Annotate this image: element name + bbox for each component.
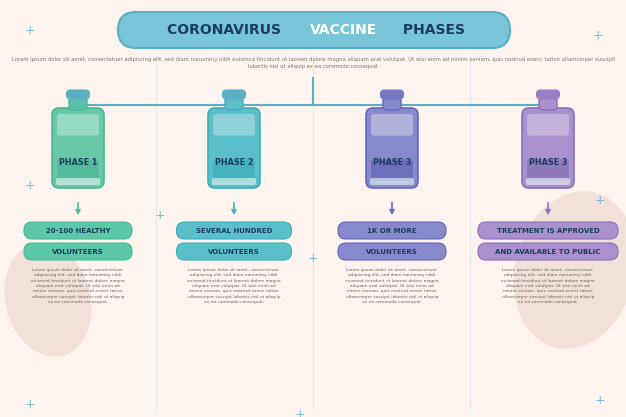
Text: 20-100 HEALTHY: 20-100 HEALTHY bbox=[46, 228, 110, 234]
Text: TREATMENT IS APPROVED: TREATMENT IS APPROVED bbox=[496, 228, 599, 234]
FancyBboxPatch shape bbox=[24, 243, 132, 260]
Text: PHASE 2: PHASE 2 bbox=[215, 158, 254, 167]
Text: AND AVAILABLE TO PUBLIC: AND AVAILABLE TO PUBLIC bbox=[495, 249, 600, 254]
Text: +: + bbox=[24, 23, 35, 37]
FancyBboxPatch shape bbox=[371, 159, 413, 181]
Text: +: + bbox=[595, 394, 605, 407]
FancyBboxPatch shape bbox=[222, 90, 245, 99]
Text: SEVERAL HUNDRED: SEVERAL HUNDRED bbox=[196, 228, 272, 234]
FancyBboxPatch shape bbox=[527, 114, 569, 136]
FancyBboxPatch shape bbox=[478, 243, 618, 260]
Text: Lorem ipsum dolor sit amet, consectetuer adipiscing elit, sed diam nonummy nibh : Lorem ipsum dolor sit amet, consectetuer… bbox=[13, 57, 616, 69]
Text: +: + bbox=[24, 178, 35, 191]
FancyBboxPatch shape bbox=[371, 114, 413, 136]
Text: VOLUNTEERS: VOLUNTEERS bbox=[208, 249, 260, 254]
FancyBboxPatch shape bbox=[213, 114, 255, 136]
FancyBboxPatch shape bbox=[527, 159, 569, 181]
FancyBboxPatch shape bbox=[57, 114, 99, 136]
FancyBboxPatch shape bbox=[177, 222, 292, 239]
Text: VOLUNTEERS: VOLUNTEERS bbox=[52, 249, 104, 254]
Ellipse shape bbox=[4, 244, 91, 357]
Text: +: + bbox=[593, 28, 603, 42]
FancyBboxPatch shape bbox=[177, 243, 292, 260]
FancyBboxPatch shape bbox=[522, 108, 574, 188]
Text: VACCINE: VACCINE bbox=[310, 23, 377, 37]
FancyBboxPatch shape bbox=[57, 159, 99, 181]
FancyBboxPatch shape bbox=[536, 90, 560, 99]
FancyBboxPatch shape bbox=[527, 137, 569, 158]
Text: Lorem ipsum dolor sit amet, consectetuer
adipiscing elit, sed diam nonummy nibh
: Lorem ipsum dolor sit amet, consectetuer… bbox=[345, 268, 439, 304]
FancyBboxPatch shape bbox=[338, 222, 446, 239]
FancyBboxPatch shape bbox=[371, 137, 413, 158]
Text: 1K OR MORE: 1K OR MORE bbox=[367, 228, 417, 234]
Text: PHASE 3: PHASE 3 bbox=[373, 158, 411, 167]
Text: CORONAVIRUS: CORONAVIRUS bbox=[167, 23, 285, 37]
FancyBboxPatch shape bbox=[381, 90, 404, 99]
Text: Lorem ipsum dolor sit amet, consectetuer
adipiscing elit, sed diam nonummy nibh
: Lorem ipsum dolor sit amet, consectetuer… bbox=[31, 268, 125, 304]
Text: +: + bbox=[24, 399, 35, 412]
Text: Lorem ipsum dolor sit amet, consectetuer
adipiscing elit, sed diam nonummy nibh
: Lorem ipsum dolor sit amet, consectetuer… bbox=[187, 268, 281, 304]
Text: +: + bbox=[595, 193, 605, 206]
Text: PHASE 1: PHASE 1 bbox=[59, 158, 97, 167]
FancyBboxPatch shape bbox=[69, 97, 87, 110]
FancyBboxPatch shape bbox=[57, 137, 99, 158]
FancyBboxPatch shape bbox=[24, 222, 132, 239]
FancyBboxPatch shape bbox=[526, 178, 570, 185]
FancyBboxPatch shape bbox=[370, 178, 414, 185]
FancyBboxPatch shape bbox=[539, 97, 557, 110]
Text: +: + bbox=[155, 208, 165, 221]
Text: VOLUNTEERS: VOLUNTEERS bbox=[366, 249, 418, 254]
FancyBboxPatch shape bbox=[213, 159, 255, 181]
FancyBboxPatch shape bbox=[478, 222, 618, 239]
FancyBboxPatch shape bbox=[56, 178, 100, 185]
FancyBboxPatch shape bbox=[383, 97, 401, 110]
Text: PHASES: PHASES bbox=[399, 23, 466, 37]
Text: Lorem ipsum dolor sit amet, consectetuer
adipiscing elit, sed diam nonummy nibh
: Lorem ipsum dolor sit amet, consectetuer… bbox=[501, 268, 595, 304]
FancyBboxPatch shape bbox=[213, 137, 255, 158]
FancyBboxPatch shape bbox=[366, 108, 418, 188]
Text: +: + bbox=[295, 409, 305, 417]
FancyBboxPatch shape bbox=[118, 12, 510, 48]
Text: PHASE 3: PHASE 3 bbox=[529, 158, 567, 167]
Ellipse shape bbox=[513, 191, 626, 349]
FancyBboxPatch shape bbox=[212, 178, 256, 185]
FancyBboxPatch shape bbox=[225, 97, 243, 110]
FancyBboxPatch shape bbox=[52, 108, 104, 188]
FancyBboxPatch shape bbox=[66, 90, 90, 99]
FancyBboxPatch shape bbox=[338, 243, 446, 260]
FancyBboxPatch shape bbox=[208, 108, 260, 188]
Text: +: + bbox=[308, 251, 318, 264]
